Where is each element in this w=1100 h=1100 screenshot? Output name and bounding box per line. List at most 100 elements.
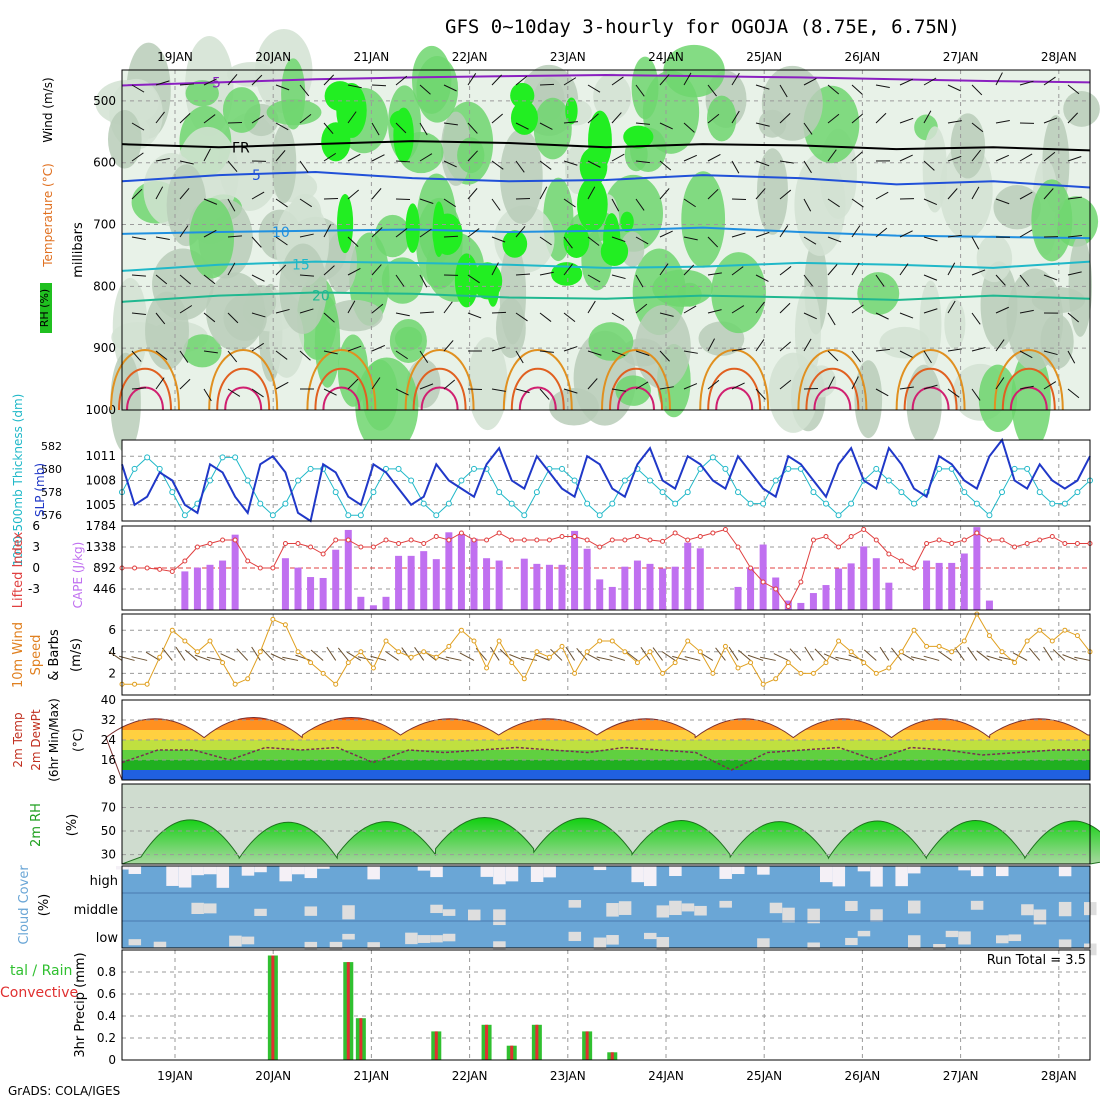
thickness-point [709, 454, 716, 461]
cape-bar [734, 586, 742, 610]
thickness-point [257, 500, 264, 507]
wind-barb [179, 305, 193, 314]
thickness-point [408, 477, 415, 484]
thickness-point [458, 477, 465, 484]
profile-y-tick: 700 [93, 218, 116, 232]
li-point [936, 537, 942, 543]
isotherm-label: 15 [292, 258, 310, 274]
cloud-high-clear [732, 866, 745, 875]
wind-speed-point [1012, 660, 1018, 666]
wind-barb [491, 346, 506, 352]
wind-barb [683, 154, 697, 162]
wind-barb [419, 84, 431, 95]
li-point [773, 586, 779, 592]
wind-barb [827, 264, 838, 276]
cloud-high-clear [719, 866, 732, 879]
wind-barb [179, 113, 191, 124]
wind-barb [923, 110, 932, 124]
li-point [949, 541, 955, 546]
cape-bar [759, 544, 767, 610]
wind-barb [779, 84, 788, 98]
cloud-high-clear [1058, 866, 1072, 877]
thickness-point [1011, 465, 1018, 472]
surface-wind-barb [967, 647, 978, 661]
wind-barb [659, 386, 674, 390]
wind-speed-point [521, 676, 527, 682]
wind-barb [347, 189, 360, 200]
wind-barb [587, 84, 601, 93]
rh-high-area [603, 213, 621, 266]
wind-barb [803, 77, 817, 86]
surface-wind-barb [385, 650, 399, 661]
wind-barb [179, 160, 194, 165]
wind-barb [947, 348, 962, 352]
thickness-point [169, 489, 176, 496]
wind-barb [347, 236, 359, 247]
wind-speed-point [358, 649, 364, 655]
wind-barb [443, 301, 453, 314]
rh-area [593, 73, 632, 121]
wind-speed-point [144, 681, 150, 687]
temp-tick: 16 [101, 753, 116, 767]
slp-tick: 1011 [85, 449, 116, 463]
rh-tick: 30 [101, 848, 116, 862]
wind-barb [371, 377, 381, 390]
li-point [295, 541, 301, 546]
thickness-point [244, 477, 251, 484]
wind-barb [371, 122, 380, 136]
bottom-day-label: 23JAN [550, 1069, 586, 1083]
surface-wind-barb [738, 649, 751, 661]
surface-wind-barb [521, 656, 537, 661]
li-point [433, 534, 439, 539]
rh-frame [121, 783, 1091, 865]
surface-wind-barb [759, 656, 776, 661]
cape-bar [219, 560, 227, 610]
wind-barb [779, 225, 789, 238]
wind-barb [731, 72, 740, 86]
precip-convective-bar [585, 1031, 589, 1060]
rh-area [457, 137, 485, 174]
cape-bar [332, 549, 340, 610]
wind-speed-point [458, 627, 464, 633]
wind-barb [467, 150, 478, 162]
wind-barb [203, 148, 211, 162]
rh-area [381, 257, 424, 304]
cloud-high-clear [908, 866, 921, 874]
li-point [886, 551, 892, 557]
wind10-axis-label-2: Speed [29, 635, 44, 676]
wind-barb [275, 350, 288, 360]
cloud-low-clear [442, 933, 456, 942]
wind-barb [179, 83, 194, 86]
wind-barb [587, 300, 596, 314]
wind-barb [1067, 155, 1082, 162]
wind-speed-point [1024, 638, 1030, 644]
wind-barb [803, 160, 812, 174]
wind-barb [899, 263, 909, 276]
surface-wind-barb [236, 648, 249, 661]
thickness-tick: 578 [41, 486, 62, 499]
wind-speed-point [924, 643, 930, 649]
wind-barb [803, 198, 812, 212]
wind-barb [155, 236, 170, 241]
thickness-point [533, 489, 540, 496]
rh-area [1011, 349, 1051, 450]
wind-barb [323, 152, 337, 162]
millibars-axis-label: millibars [71, 222, 86, 278]
wind-barb [419, 198, 434, 205]
rh-area [944, 299, 966, 350]
wind-barb [875, 388, 889, 397]
rh-area [879, 326, 930, 359]
wind-speed-point [597, 638, 603, 644]
isotherm-line [121, 226, 1091, 240]
wind-barb [1043, 350, 1058, 356]
thickness-tick: 576 [41, 509, 62, 522]
surface-isotherm [518, 386, 557, 411]
cape-bar [294, 567, 302, 610]
li-point [785, 604, 791, 609]
wind-barb [251, 191, 265, 200]
cloud-high-clear [254, 866, 267, 873]
temp-tick: 32 [101, 713, 116, 727]
surface-wind-barb [565, 646, 575, 661]
temp-tick: 24 [101, 733, 116, 747]
